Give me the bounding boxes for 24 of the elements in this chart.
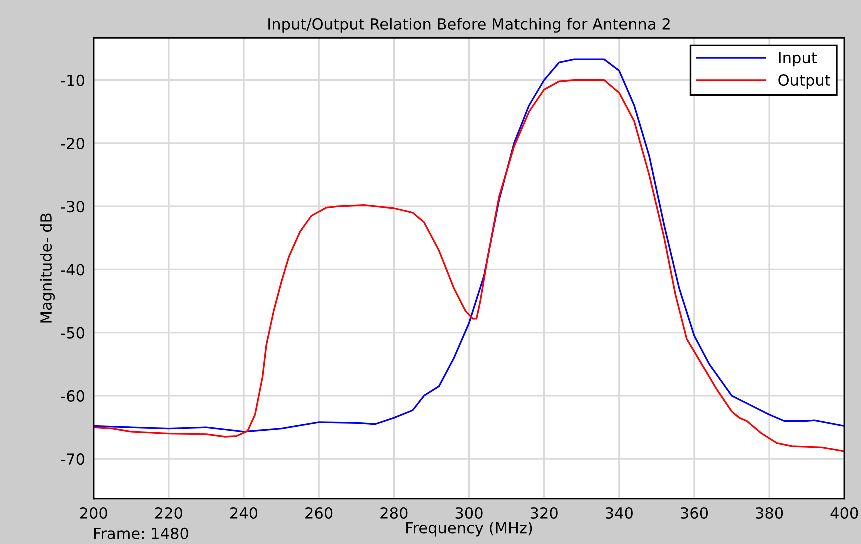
- x-tick-label: 200: [80, 507, 108, 520]
- x-tick-label: 400: [830, 507, 858, 520]
- y-axis-title: Magnitude- dB: [40, 214, 56, 323]
- y-tick-label: -70: [61, 454, 84, 466]
- x-tick-label: 280: [380, 507, 408, 520]
- x-tick-label: 260: [306, 507, 333, 520]
- y-tick-label: -30: [61, 201, 84, 213]
- y-tick-label: -50: [61, 327, 84, 339]
- x-tick-label: 220: [155, 507, 182, 520]
- x-tick-label: 340: [606, 507, 633, 520]
- x-tick-label: 380: [756, 507, 784, 520]
- legend-label: Output: [778, 74, 831, 90]
- y-tick-label: -20: [61, 138, 84, 150]
- y-tick-label: -60: [61, 390, 84, 402]
- y-tick-label: -40: [61, 264, 84, 276]
- x-axis-title: Frequency (MHz): [406, 522, 532, 537]
- legend-label: Input: [779, 52, 818, 67]
- y-tick-label: -10: [61, 74, 84, 86]
- x-tick-label: 240: [230, 507, 258, 520]
- x-tick-label: 300: [456, 507, 483, 520]
- chart-title: Input/Output Relation Before Matching for Antenna 2: [268, 18, 670, 33]
- x-tick-label: 320: [530, 507, 558, 520]
- text: Frame: 1480: [94, 528, 188, 540]
- x-tick-label: 360: [681, 507, 708, 520]
